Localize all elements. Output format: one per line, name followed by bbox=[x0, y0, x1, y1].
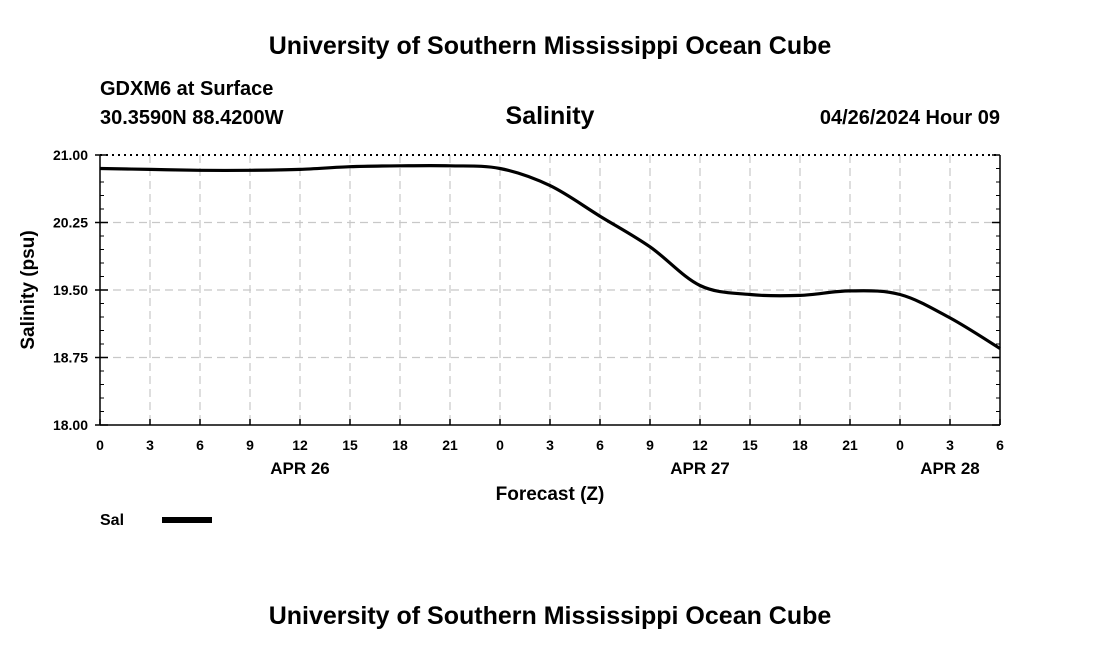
x-tick-label: 6 bbox=[596, 437, 604, 453]
x-tick-label: 0 bbox=[96, 437, 104, 453]
y-tick-label: 18.00 bbox=[53, 417, 88, 433]
station-label: GDXM6 at Surface bbox=[100, 78, 273, 100]
x-tick-label: 0 bbox=[896, 437, 904, 453]
y-tick-label: 19.50 bbox=[53, 282, 88, 298]
x-tick-label: 9 bbox=[246, 437, 254, 453]
y-axis-label: Salinity (psu) bbox=[18, 230, 39, 349]
x-tick-label: 12 bbox=[292, 437, 308, 453]
date-label: APR 28 bbox=[920, 459, 980, 478]
x-tick-label: 3 bbox=[546, 437, 554, 453]
x-tick-label: 3 bbox=[146, 437, 154, 453]
x-tick-label: 15 bbox=[742, 437, 758, 453]
legend-label-sal: Sal bbox=[100, 512, 124, 529]
x-tick-label: 6 bbox=[996, 437, 1004, 453]
x-axis: 0 3 6 9 12 15 18 21 0 3 6 9 12 15 18 21 0 3 6 bbox=[96, 419, 1004, 453]
forecast-datetime: 04/26/2024 Hour 09 bbox=[820, 107, 1000, 129]
top-title: University of Southern Mississippi Ocean… bbox=[269, 32, 832, 60]
x-tick-label: 15 bbox=[342, 437, 358, 453]
x-tick-label: 0 bbox=[496, 437, 504, 453]
x-axis-label: Forecast (Z) bbox=[496, 484, 605, 505]
y-tick-label: 18.75 bbox=[53, 350, 88, 366]
series-layer bbox=[99, 163, 1001, 350]
date-label: APR 26 bbox=[270, 459, 330, 478]
x-tick-label: 12 bbox=[692, 437, 708, 453]
x-tick-label: 6 bbox=[196, 437, 204, 453]
legend: Sal bbox=[100, 512, 212, 529]
y-tick-label: 20.25 bbox=[53, 215, 88, 231]
x-tick-label: 18 bbox=[792, 437, 808, 453]
x-tick-label: 9 bbox=[646, 437, 654, 453]
x-tick-label: 21 bbox=[442, 437, 458, 453]
chart-title: Salinity bbox=[506, 102, 595, 130]
y-tick-label: 21.00 bbox=[53, 147, 88, 163]
bottom-title: University of Southern Mississippi Ocean… bbox=[269, 602, 832, 630]
y-axis: 18.00 18.75 19.50 20.25 21.00 bbox=[53, 147, 1000, 433]
grid-lines bbox=[100, 155, 1000, 425]
x-tick-label: 3 bbox=[946, 437, 954, 453]
date-labels: APR 26 APR 27 APR 28 bbox=[270, 459, 980, 478]
coordinates-label: 30.3590N 88.4200W bbox=[100, 107, 284, 129]
x-tick-label: 18 bbox=[392, 437, 408, 453]
x-tick-label: 21 bbox=[842, 437, 858, 453]
date-label: APR 27 bbox=[670, 459, 730, 478]
series-line-sal bbox=[99, 163, 1001, 350]
